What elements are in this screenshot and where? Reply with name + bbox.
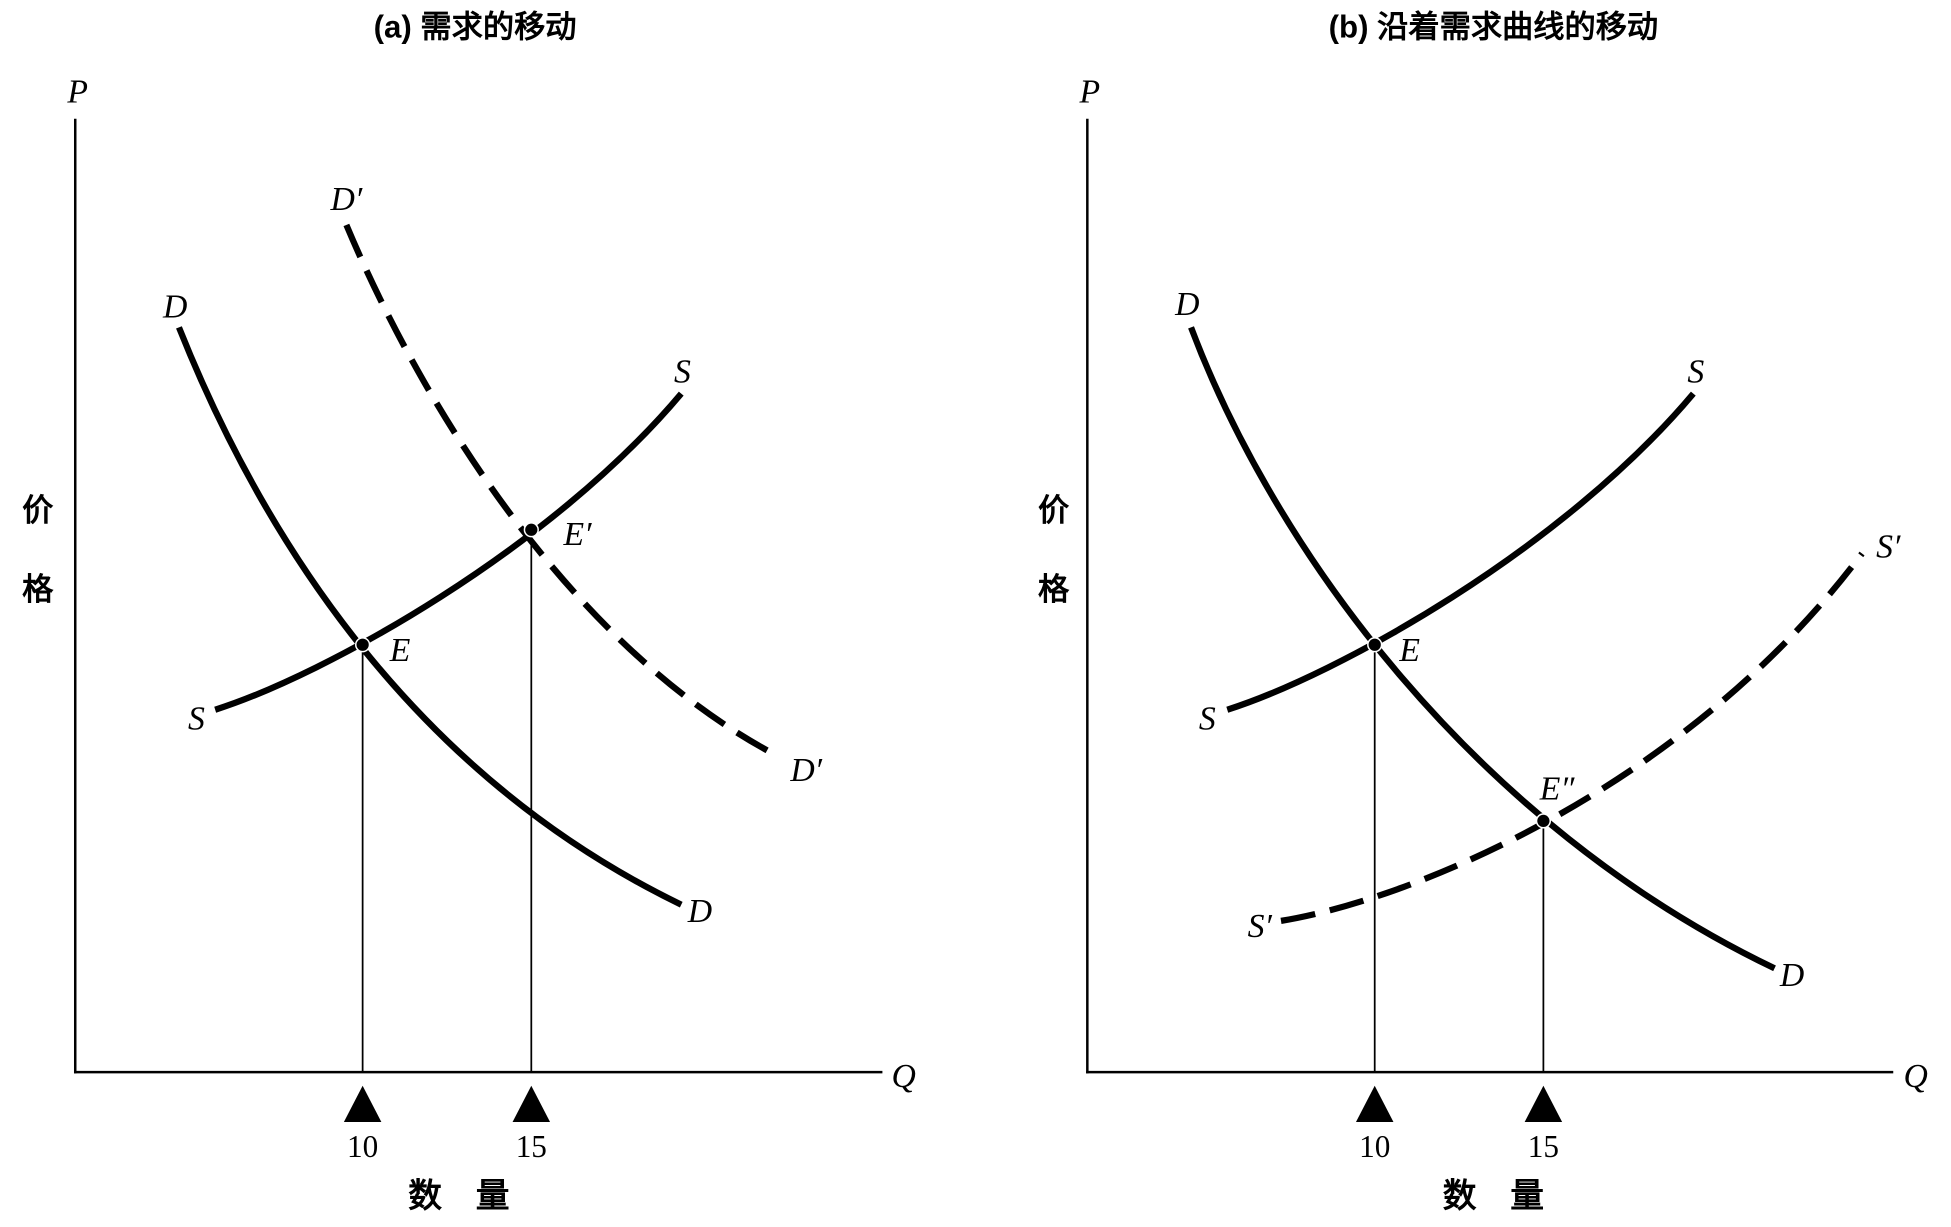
panel-b-quantity-label-char-2: 量	[1510, 1177, 1544, 1215]
panel-b-new-supply-curve	[1280, 551, 1865, 924]
panel-b: (b) 沿着需求曲线的移动 P Q 价 格 D D S S S′ S′ E E″…	[1038, 9, 1928, 1215]
panel-b-point-e-label: E	[1398, 632, 1420, 669]
panel-b-supply-label-bottom: S	[1199, 701, 1216, 738]
panel-a-point-e-new-label: E′	[563, 516, 593, 553]
panel-b-price-label-char-1: 价	[1038, 493, 1070, 528]
panel-a-axis-q-label: Q	[891, 1058, 915, 1095]
panel-b-title: (b) 沿着需求曲线的移动	[1329, 9, 1659, 44]
panel-b-new-supply-label-bottom: S′	[1248, 908, 1273, 945]
panel-a-new-demand-curve	[343, 223, 779, 759]
panel-b-point-e	[1367, 637, 1383, 653]
panel-b-supply-curve	[1226, 391, 1696, 713]
panel-b-point-e-new	[1535, 813, 1552, 829]
panel-a-new-demand-label-bottom: D′	[789, 752, 822, 789]
panel-a-price-label-char-2: 格	[22, 572, 54, 607]
panel-a-point-e	[355, 637, 371, 653]
panel-a-tick-label-10: 10	[347, 1129, 378, 1164]
panel-a: (a) 需求的移动 P Q 价 格 D D S S D′ D′ E E′ 10 …	[22, 9, 916, 1215]
panel-a-title: (a) 需求的移动	[374, 9, 577, 44]
panel-b-new-supply-label-top: S′	[1876, 528, 1901, 565]
panel-a-point-e-new	[523, 522, 539, 538]
panel-a-demand-curve	[176, 326, 683, 908]
panel-b-tick-marker-15	[1524, 1085, 1563, 1123]
panel-a-new-demand-label-top: D′	[330, 181, 363, 218]
panel-b-axis-p-label: P	[1079, 73, 1101, 110]
panel-a-tick-marker-15	[512, 1085, 551, 1123]
panel-a-quantity-label-char-1: 数	[408, 1177, 442, 1215]
panel-a-supply-label-top: S	[674, 353, 691, 390]
panel-a-demand-label-bottom: D	[687, 893, 712, 930]
panel-b-price-label-char-2: 格	[1038, 572, 1070, 607]
panel-b-supply-label-top: S	[1687, 353, 1704, 390]
panel-b-quantity-label-char-1: 数	[1443, 1177, 1477, 1215]
panel-b-demand-label-bottom: D	[1779, 957, 1804, 994]
panel-a-tick-marker-10	[343, 1085, 382, 1123]
panel-b-tick-label-15: 15	[1528, 1129, 1559, 1164]
panel-a-point-e-label: E	[389, 632, 411, 669]
panel-b-demand-label-top: D	[1174, 286, 1199, 323]
panel-a-supply-curve	[214, 391, 684, 713]
panel-a-quantity-label-char-2: 量	[476, 1177, 510, 1215]
panel-a-axis-p-label: P	[66, 73, 88, 110]
panel-b-demand-curve	[1188, 326, 1776, 972]
panel-b-tick-label-10: 10	[1359, 1129, 1390, 1164]
panel-a-demand-label-top: D	[162, 288, 187, 325]
panel-a-supply-label-bottom: S	[188, 701, 205, 738]
panel-b-axis-q-label: Q	[1904, 1058, 1928, 1095]
panel-a-price-label-char-1: 价	[22, 493, 54, 528]
panel-a-tick-label-15: 15	[516, 1129, 547, 1164]
panel-b-point-e-new-label: E″	[1539, 771, 1576, 808]
panel-b-tick-marker-10	[1355, 1085, 1394, 1123]
